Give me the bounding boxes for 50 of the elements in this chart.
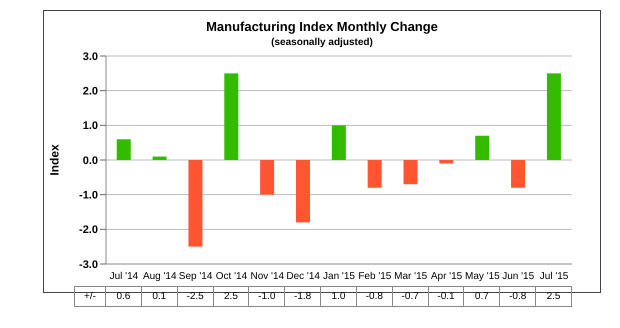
bar [296, 160, 310, 222]
y-tick-label: -3.0 [79, 258, 98, 271]
x-tick-label: Feb '15 [358, 271, 392, 282]
x-tick-label: Jul '14 [110, 271, 139, 282]
bar [152, 156, 167, 160]
data-label: -0.8 [500, 286, 536, 307]
y-tick-label: 3.0 [82, 50, 98, 63]
bar [368, 160, 382, 188]
y-tick-label: 2.0 [82, 86, 98, 98]
x-tick-label: Nov '14 [250, 271, 285, 282]
x-tick-label: May '15 [465, 271, 500, 282]
data-label: -1.0 [249, 286, 286, 307]
bar [439, 160, 454, 164]
bar [475, 136, 490, 160]
chart-subtitle: (seasonally adjusted) [270, 37, 374, 48]
x-tick-label: Dec '14 [286, 271, 320, 282]
data-label: -0.1 [428, 286, 464, 307]
bar [511, 160, 526, 188]
x-tick-label: Jul '15 [540, 271, 569, 282]
data-label: 1.0 [321, 286, 357, 307]
y-tick-label: -1.0 [79, 190, 98, 202]
data-label: -2.5 [178, 286, 214, 307]
y-axis-title: Index [47, 144, 62, 176]
data-label: -0.7 [392, 286, 429, 307]
bar [188, 160, 202, 247]
bar [260, 160, 274, 195]
chart-title: Manufacturing Index Monthly Change [205, 19, 439, 34]
x-tick-label: Apr '15 [430, 271, 463, 282]
bar [404, 160, 418, 184]
data-label: 0.1 [142, 286, 178, 307]
data-label: -1.8 [285, 286, 322, 307]
y-tick-label: 1.0 [82, 120, 98, 132]
x-tick-label: Sep '14 [178, 271, 213, 282]
data-label: 0.6 [106, 286, 142, 307]
x-tick-label: Aug '14 [142, 271, 178, 282]
text: +/- [74, 286, 106, 307]
data-label: -0.8 [356, 286, 393, 307]
bar [332, 125, 346, 160]
bar [224, 73, 238, 160]
x-tick-label: Jun '15 [502, 271, 535, 282]
data-label: 2.5 [214, 286, 250, 307]
data-label: 2.5 [536, 286, 572, 307]
bar [116, 139, 131, 160]
x-tick-label: Mar '15 [394, 271, 428, 282]
data-label: 0.7 [464, 286, 500, 307]
bar [546, 73, 561, 160]
x-tick-label: Jan '15 [323, 271, 356, 282]
x-tick-label: Oct '14 [216, 271, 248, 282]
y-tick-label: -2.0 [79, 224, 98, 236]
y-tick-label: 0.0 [82, 154, 98, 167]
